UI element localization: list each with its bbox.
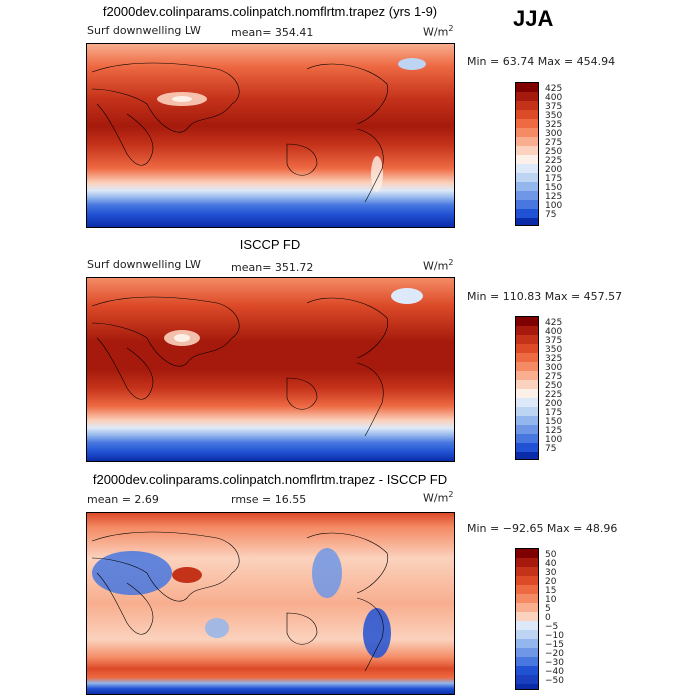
panel1-mean: mean= 354.41 [231, 26, 314, 39]
colorbar-tick: 0 [545, 613, 551, 623]
colorbar-tick: 275 [545, 372, 563, 382]
colorbar-tick: 350 [545, 345, 563, 355]
colorbar-tick: 425 [545, 318, 563, 328]
panel2-variable-label: Surf downwelling LW [87, 258, 201, 271]
panel3-coastlines [91, 531, 389, 672]
colorbar-tick: 375 [545, 336, 563, 346]
colorbar-tick: 325 [545, 354, 563, 364]
colorbar-tick: 150 [545, 183, 563, 193]
colorbar-tick: 10 [545, 595, 557, 605]
panel1-colorbar-ticks: 425 400 375 350 325 300 275 250 225 200 … [545, 84, 585, 224]
panel2-minmax: Min = 110.83 Max = 457.57 [467, 290, 623, 303]
panel1-units: W/m2 [423, 24, 454, 39]
colorbar-tick: 425 [545, 84, 563, 94]
panel3-title: f2000dev.colinparams.colinpatch.nomflrtm… [92, 472, 448, 487]
panel3-units: W/m2 [423, 490, 454, 505]
colorbar-tick: 75 [545, 210, 557, 220]
panel3-minmax: Min = −92.65 Max = 48.96 [467, 522, 618, 535]
colorbar-tick: 175 [545, 408, 563, 418]
colorbar-tick: 200 [545, 165, 563, 175]
colorbar-tick: 375 [545, 102, 563, 112]
panel1-coastlines [91, 62, 389, 203]
colorbar-tick: 225 [545, 390, 563, 400]
colorbar-tick: 325 [545, 120, 563, 130]
colorbar-tick: 200 [545, 399, 563, 409]
colorbar-tick: −50 [545, 676, 564, 686]
colorbar-tick: −40 [545, 667, 564, 677]
panel1-colorbar [515, 82, 539, 226]
colorbar-tick: −15 [545, 640, 564, 650]
colorbar-tick: 400 [545, 93, 563, 103]
panel3-map [86, 512, 455, 695]
colorbar-tick: 100 [545, 201, 563, 211]
colorbar-tick: −30 [545, 658, 564, 668]
colorbar-tick: 125 [545, 192, 563, 202]
colorbar-tick: 250 [545, 381, 563, 391]
colorbar-tick: 15 [545, 586, 557, 596]
colorbar-tick: 275 [545, 138, 563, 148]
colorbar-tick: 40 [545, 559, 557, 569]
panel2-mean: mean= 351.72 [231, 261, 314, 274]
panel2-coastlines [91, 296, 389, 437]
colorbar-tick: 100 [545, 435, 563, 445]
colorbar-tick: −20 [545, 649, 564, 659]
panel3-colorbar-ticks: 50 40 30 20 15 10 5 0 −5 −10 −15 −20 −30… [545, 550, 585, 688]
panel3-mean: mean = 2.69 [87, 493, 159, 506]
panel3-rmse: rmse = 16.55 [231, 493, 307, 506]
colorbar-tick: 75 [545, 444, 557, 454]
panel1-map [86, 43, 455, 228]
colorbar-tick: 300 [545, 129, 563, 139]
colorbar-tick: −10 [545, 631, 564, 641]
panel2-title: ISCCP FD [239, 237, 301, 252]
colorbar-tick: 30 [545, 568, 557, 578]
colorbar-tick: 5 [545, 604, 551, 614]
colorbar-tick: 125 [545, 426, 563, 436]
panel1-title: f2000dev.colinparams.colinpatch.nomflrtm… [102, 4, 438, 19]
panel2-colorbar [515, 316, 539, 460]
panel1-minmax: Min = 63.74 Max = 454.94 [467, 55, 616, 68]
colorbar-tick: 225 [545, 156, 563, 166]
colorbar-tick: 300 [545, 363, 563, 373]
colorbar-tick: 175 [545, 174, 563, 184]
colorbar-tick: −5 [545, 622, 559, 632]
panel1-variable-label: Surf downwelling LW [87, 24, 201, 37]
panel2-map [86, 277, 455, 462]
colorbar-tick: 400 [545, 327, 563, 337]
colorbar-tick: 250 [545, 147, 563, 157]
colorbar-tick: 50 [545, 550, 557, 560]
colorbar-tick: 150 [545, 417, 563, 427]
colorbar-tick: 350 [545, 111, 563, 121]
panel2-colorbar-ticks: 425 400 375 350 325 300 275 250 225 200 … [545, 318, 585, 458]
panel2-units: W/m2 [423, 258, 454, 273]
panel3-colorbar [515, 548, 539, 690]
season-label: JJA [513, 6, 554, 31]
colorbar-tick: 20 [545, 577, 557, 587]
